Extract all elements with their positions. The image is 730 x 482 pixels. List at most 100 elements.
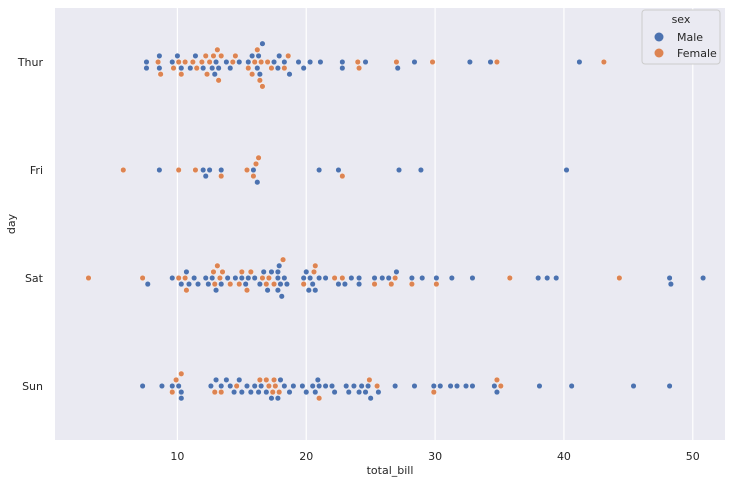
data-point-male-sun [158, 383, 165, 390]
data-point-male-thur [339, 59, 346, 66]
data-point-male-thur [256, 71, 263, 78]
legend-label-male: Male [677, 31, 703, 44]
data-point-male-sun [274, 395, 281, 402]
data-point-male-sat [356, 275, 363, 282]
data-point-male-fri [206, 166, 213, 173]
data-point-male-sun [536, 383, 543, 390]
data-point-male-sun [213, 376, 220, 383]
data-point-male-sun [238, 389, 245, 396]
data-point-male-sun [312, 389, 319, 396]
data-point-female-sat [214, 262, 221, 269]
data-point-male-sun [365, 383, 372, 390]
data-point-male-thur [259, 40, 266, 47]
data-point-male-sat [322, 275, 329, 282]
data-point-female-sun [211, 389, 218, 396]
data-point-female-thur [285, 52, 292, 59]
data-point-female-thur [393, 59, 400, 66]
data-point-male-thur [174, 52, 181, 59]
data-point-female-sun [265, 383, 272, 390]
x-axis-label: total_bill [367, 464, 414, 477]
data-point-female-sun [263, 376, 270, 383]
data-point-male-fri [200, 166, 207, 173]
data-point-male-sat [433, 275, 440, 282]
data-point-female-thur [259, 83, 266, 90]
data-point-female-thur [170, 65, 177, 72]
data-point-female-sun [169, 389, 176, 396]
data-point-female-fri [250, 173, 257, 180]
data-point-male-sat [666, 275, 673, 282]
data-point-female-sun [430, 389, 437, 396]
data-point-male-thur [255, 52, 262, 59]
data-point-male-sun [350, 383, 357, 390]
data-point-male-sat [205, 281, 212, 288]
x-tick-label: 20 [299, 450, 313, 463]
data-point-female-sun [233, 383, 240, 390]
data-point-male-sat [276, 262, 283, 269]
data-point-male-fri [316, 166, 323, 173]
data-point-male-sun [375, 389, 382, 396]
data-point-male-thur [339, 65, 346, 72]
data-point-male-thur [245, 59, 252, 66]
data-point-male-sun [139, 383, 146, 390]
data-point-male-sun [277, 376, 284, 383]
data-point-female-sat [210, 268, 217, 275]
plot-background [55, 8, 725, 440]
data-point-female-sat [371, 281, 378, 288]
y-tick-labels: Thur Fri Sat Sun [17, 56, 44, 393]
data-point-female-sat [339, 275, 346, 282]
data-point-male-sat [256, 281, 263, 288]
data-point-female-thur [268, 65, 275, 72]
data-point-female-thur [189, 59, 196, 66]
data-point-female-sat [392, 275, 399, 282]
y-tick-label-sat: Sat [25, 272, 44, 285]
data-point-male-sat [242, 281, 249, 288]
data-point-male-sun [345, 389, 352, 396]
y-tick-label-thur: Thur [17, 56, 44, 69]
y-tick-label-fri: Fri [30, 164, 43, 177]
data-point-male-sat [274, 275, 281, 282]
data-point-male-sun [469, 383, 476, 390]
data-point-female-sat [300, 281, 307, 288]
data-point-male-sun [178, 389, 185, 396]
data-point-female-sat [280, 256, 287, 263]
data-point-male-sat [281, 275, 288, 282]
data-point-male-sun [356, 389, 363, 396]
data-point-male-thur [200, 65, 207, 72]
data-point-male-sun [630, 383, 637, 390]
data-point-male-sat [213, 287, 220, 294]
data-point-male-sat [245, 275, 252, 282]
data-point-female-sun [493, 376, 500, 383]
data-point-female-thur [204, 71, 211, 78]
data-point-female-sat [271, 281, 278, 288]
data-point-female-fri [339, 173, 346, 180]
data-point-female-sat [247, 268, 254, 275]
data-point-male-sat [274, 287, 281, 294]
data-point-male-thur [227, 65, 234, 72]
data-point-female-sat [85, 275, 92, 282]
data-point-female-sun [497, 383, 504, 390]
data-point-female-thur [245, 65, 252, 72]
data-point-male-sat [667, 281, 674, 288]
data-points [85, 40, 707, 402]
data-point-female-thur [354, 59, 361, 66]
data-point-male-sat [195, 281, 202, 288]
data-point-male-sat [469, 275, 476, 282]
data-point-female-thur [600, 59, 607, 66]
y-tick-label-sun: Sun [22, 380, 43, 393]
data-point-male-fri [335, 166, 342, 173]
data-point-male-sat [408, 275, 415, 282]
data-point-female-thur [281, 65, 288, 72]
data-point-male-fri [156, 166, 163, 173]
data-point-male-fri [254, 179, 261, 186]
data-point-female-thur [215, 77, 222, 84]
data-point-male-sun [411, 383, 418, 390]
data-point-female-sun [173, 376, 180, 383]
legend-label-female: Female [677, 47, 717, 60]
x-tick-labels: 10 20 30 40 50 [170, 450, 699, 463]
data-point-male-sat [300, 275, 307, 282]
data-point-male-sun [258, 383, 265, 390]
data-point-female-sun [218, 389, 225, 396]
data-point-male-sat [218, 281, 225, 288]
data-point-female-sun [366, 376, 373, 383]
